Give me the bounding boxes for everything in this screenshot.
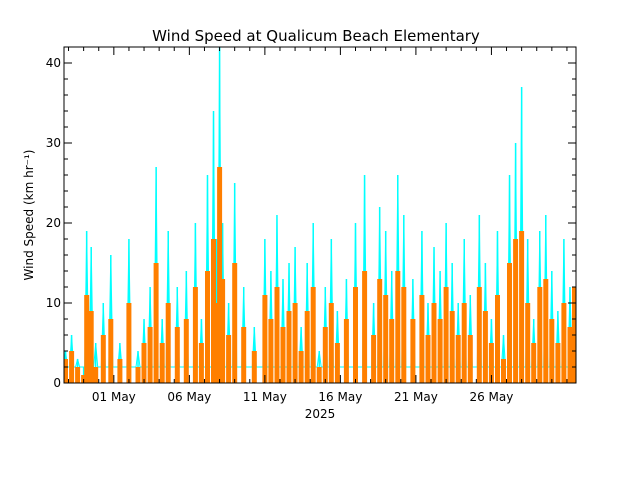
orange-bar-7 [100,335,106,383]
orange-bar-74 [549,319,555,383]
orange-bar-58 [449,311,455,383]
chart-title: Wind Speed at Qualicum Beach Elementary [152,27,480,45]
orange-bar-35 [292,303,298,383]
orange-bar-59 [455,335,461,383]
orange-bar-56 [437,319,443,383]
orange-bar-65 [495,295,500,383]
orange-bar-24 [217,167,223,383]
orange-bar-45 [362,271,368,383]
axes: 0 10 20 30 40 01 May 06 May 11 May 16 May 21 May 2… [46,46,577,404]
orange-bar-8 [108,319,114,383]
orange-bar-75 [555,343,561,383]
orange-bar-72 [537,287,543,383]
orange-bar-10 [126,303,132,383]
orange-bar-70 [525,303,531,383]
orange-bar-6 [93,367,99,383]
orange-bar-49 [389,319,395,383]
orange-bar-53 [419,295,425,383]
orange-bar-64 [488,343,494,383]
orange-bar-26 [226,335,232,383]
orange-bar-18 [183,319,189,383]
orange-bar-67 [507,263,512,383]
orange-bar-9 [117,359,123,383]
x-tick-label: 06 May [167,390,211,404]
orange-bar-44 [353,287,358,383]
orange-bar-48 [383,295,389,383]
orange-bar-41 [328,303,334,383]
orange-bar-37 [304,311,310,383]
orange-bar-2 [75,367,81,383]
orange-bar-11 [135,367,141,383]
y-tick-label-40: 40 [46,56,61,70]
orange-bar-57 [443,287,449,383]
orange-bar-51 [401,287,407,383]
orange-bar-63 [482,311,488,383]
orange-bar-25 [220,279,226,383]
orange-bar-1 [69,351,75,383]
orange-bar-14 [153,263,159,383]
orange-bar-19 [192,287,198,383]
x-tick-label: 16 May [318,390,362,404]
y-tick-label-30: 30 [46,136,61,150]
orange-bar-29 [251,351,257,383]
orange-bar-28 [241,327,247,383]
orange-bar-38 [310,287,316,383]
orange-bar-27 [232,263,238,383]
orange-bar-69 [519,231,525,383]
orange-bar-73 [543,279,549,383]
orange-bar-31 [268,319,274,383]
orange-bar-36 [298,351,304,383]
orange-bar-16 [165,303,171,383]
y-tick-label-10: 10 [46,296,61,310]
y-axis-label: Wind Speed (km hr⁻¹) [22,150,36,281]
y-tick-label-0: 0 [53,376,61,390]
orange-bar-32 [274,287,280,383]
orange-bar-46 [371,335,377,383]
orange-bar-40 [322,327,328,383]
x-tick-label: 11 May [243,390,287,404]
orange-bar-66 [501,359,506,383]
orange-bar-0 [64,359,68,383]
orange-bar-42 [334,343,340,383]
orange-bar-34 [286,311,292,383]
orange-bar-68 [513,239,519,383]
x-tick-label: 01 May [92,390,136,404]
orange-bar-43 [343,319,349,383]
orange-bar-12 [141,343,147,383]
orange-bar-4 [84,295,90,383]
orange-bar-33 [280,327,286,383]
orange-bar-76 [561,303,567,383]
x-tick-label: 21 May [394,390,438,404]
orange-bar-21 [205,271,210,383]
orange-bar-5 [88,311,94,383]
y-tick-label-20: 20 [46,216,61,230]
orange-bar-77 [567,327,573,383]
orange-bar-39 [316,367,322,383]
orange-bar-47 [377,279,383,383]
orange-bar-20 [198,343,204,383]
x-axis-label: 2025 [305,407,336,421]
plot-area [64,47,576,383]
orange-bar-55 [431,303,437,383]
orange-bar-54 [425,335,431,383]
orange-bar-30 [262,295,268,383]
orange-bar-13 [147,327,153,383]
orange-bar-60 [461,303,467,383]
orange-bar-22 [211,239,216,383]
orange-bar-15 [159,343,165,383]
orange-bar-50 [395,271,401,383]
orange-bar-61 [467,335,473,383]
orange-bar-17 [174,327,180,383]
orange-bar-23 [214,303,219,383]
plot-frame [63,46,577,384]
orange-bar-52 [410,319,416,383]
orange-bar-62 [476,287,482,383]
orange-bar-71 [531,343,537,383]
x-tick-label: 26 May [469,390,513,404]
